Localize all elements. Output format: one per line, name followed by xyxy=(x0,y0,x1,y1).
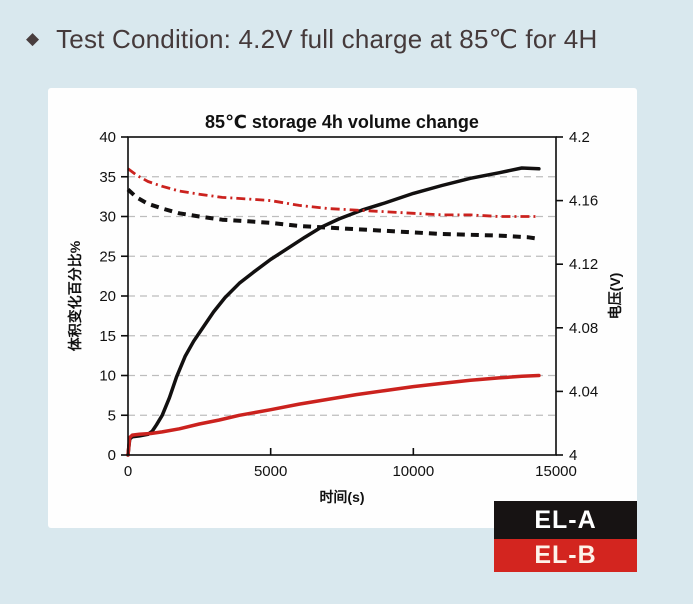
left-axis-tick-label: 5 xyxy=(108,407,116,424)
diamond-bullet-icon: ◆ xyxy=(26,29,40,48)
x-axis-tick-label: 0 xyxy=(124,463,132,480)
test-condition-header: ◆ Test Condition: 4.2V full charge at 85… xyxy=(26,22,676,56)
series-el-b-voltage-v- xyxy=(127,167,539,218)
right-axis-tick-label: 4.2 xyxy=(569,129,590,146)
right-axis-tick-label: 4.16 xyxy=(569,193,598,210)
right-axis-tick-label: 4.04 xyxy=(569,383,598,400)
chart-title: 85℃ storage 4h volume change xyxy=(205,112,479,132)
volume-voltage-chart: 0 5 10 15 20 25 30 35 40 4 4.04 4.08 4.12 4.16 4.2 0 500… xyxy=(67,112,623,505)
left-axis-tick-label: 20 xyxy=(99,288,116,305)
legend-el-b-label: EL-B xyxy=(534,541,597,569)
left-axis-tick-label: 35 xyxy=(99,169,116,186)
x-axis-tick-label: 10000 xyxy=(392,463,434,480)
series-el-b-volume-change- xyxy=(126,373,541,457)
left-axis-tick-label: 0 xyxy=(108,447,116,464)
legend-el-b: EL-B xyxy=(494,539,637,572)
legend-el-a: EL-A xyxy=(494,501,637,539)
x-axis-tick-label: 15000 xyxy=(535,463,577,480)
left-axis-title: 体积变化百分比% xyxy=(67,240,83,351)
x-axis-title: 时间(s) xyxy=(319,489,364,505)
right-axis-title: 电压(V) xyxy=(607,273,623,320)
series-el-a-volume-change- xyxy=(126,166,541,457)
right-axis-tick-label: 4 xyxy=(569,447,577,464)
right-axis-tick-label: 4.08 xyxy=(569,320,598,337)
left-axis-tick-label: 25 xyxy=(99,248,116,265)
left-axis-tick-label: 30 xyxy=(99,209,116,226)
left-axis-tick-label: 40 xyxy=(99,129,116,146)
test-condition-text: Test Condition: 4.2V full charge at 85℃ … xyxy=(56,23,598,54)
right-axis-tick-label: 4.12 xyxy=(569,256,598,273)
left-axis-tick-label: 10 xyxy=(99,368,116,385)
left-axis-tick-label: 15 xyxy=(99,328,116,345)
x-axis-tick-label: 5000 xyxy=(254,463,287,480)
legend-el-a-label: EL-A xyxy=(534,506,597,534)
